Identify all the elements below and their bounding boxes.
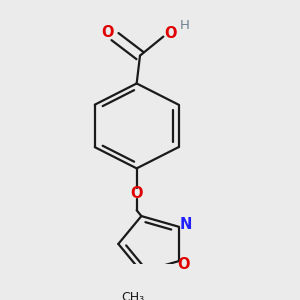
Text: N: N — [180, 217, 192, 232]
Text: O: O — [101, 25, 114, 40]
Text: O: O — [177, 256, 190, 272]
Text: O: O — [130, 186, 143, 201]
Text: CH₃: CH₃ — [121, 291, 144, 300]
Text: O: O — [164, 26, 177, 41]
Text: H: H — [180, 19, 190, 32]
